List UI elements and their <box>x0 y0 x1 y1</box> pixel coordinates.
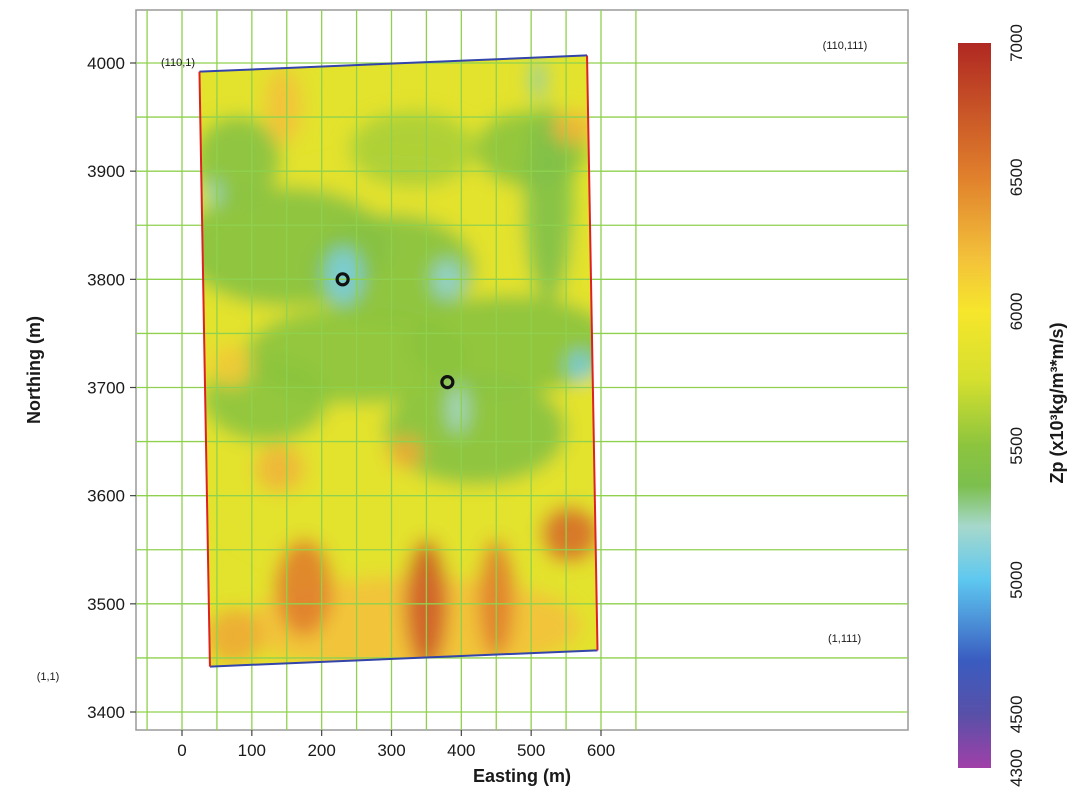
y-tick-label: 3900 <box>87 162 125 181</box>
colorbar-label: Zp (x10³kg/m³*m/s) <box>1047 322 1067 483</box>
heatmap-region-27 <box>210 344 252 388</box>
y-tick-label: 3500 <box>87 595 125 614</box>
heatmap-region-11 <box>325 248 362 305</box>
y-axis-title: Northing (m) <box>24 316 44 424</box>
heatmap-region-23 <box>255 444 305 493</box>
heatmap-region-13 <box>448 385 468 433</box>
x-axis-title: Easting (m) <box>473 766 571 786</box>
well-marker-1 <box>335 272 350 287</box>
y-axis-ticks: 3400 3500 3600 3700 3800 3900 4000 <box>87 54 136 722</box>
colorbar-tick-label: 4500 <box>1007 695 1026 733</box>
outline-bottom-edge <box>209 649 598 668</box>
heatmap-region-24 <box>388 436 423 469</box>
y-tick-label: 3400 <box>87 703 125 722</box>
corner-label: (110,1) <box>161 57 195 69</box>
outline-left-edge <box>198 71 211 667</box>
heatmap-region-18 <box>276 538 333 637</box>
x-axis-ticks: 0 100 200 300 400 500 600 <box>177 730 615 760</box>
colorbar-tick-label: 5500 <box>1007 427 1026 465</box>
colorbar-tick-label: 6500 <box>1007 158 1026 196</box>
x-tick-label: 0 <box>177 741 186 760</box>
heatmap-region-25 <box>265 68 301 145</box>
heatmap-region-7 <box>349 111 476 188</box>
wells-layer <box>335 272 455 390</box>
outline-top-edge <box>199 54 588 73</box>
corner-label: (1,111) <box>828 633 861 645</box>
y-tick-label: 3800 <box>87 270 125 289</box>
y-tick-label: 3600 <box>87 487 125 506</box>
heatmap-region-22 <box>206 609 263 664</box>
x-tick-label: 600 <box>587 741 615 760</box>
colorbar: 4300 4500 5000 5500 6000 6500 7000 <box>958 24 1026 787</box>
colorbar-tick-label: 4300 <box>1007 749 1026 787</box>
y-tick-label: 3700 <box>87 379 125 398</box>
y-tick-label: 4000 <box>87 54 125 73</box>
heatmap-region-10 <box>524 106 573 301</box>
heatmap-region-14 <box>567 350 593 381</box>
outline-right-edge <box>586 55 599 651</box>
colorbar-tick-label: 6000 <box>1007 293 1026 331</box>
well-marker-2 <box>440 374 455 390</box>
x-tick-label: 500 <box>517 741 545 760</box>
heatmap-region-21 <box>541 506 598 561</box>
x-tick-label: 400 <box>447 741 475 760</box>
x-tick-label: 200 <box>307 741 335 760</box>
grid-layer <box>136 10 908 730</box>
heatmap-region-15 <box>206 179 221 206</box>
x-tick-label: 100 <box>238 741 266 760</box>
corner-label: (1,1) <box>37 671 60 683</box>
colorbar-gradient <box>958 43 991 768</box>
corner-label: (110,111) <box>823 40 868 52</box>
heatmap-region-4 <box>384 376 567 485</box>
colorbar-tick-label: 7000 <box>1007 24 1026 62</box>
x-tick-label: 300 <box>377 741 405 760</box>
survey-outline <box>198 54 599 668</box>
heatmap-region-26 <box>552 111 594 145</box>
corner-labels: (1,1) (1,111) (110,111) (110,1) <box>37 40 868 683</box>
heatmap-region-16 <box>529 57 547 101</box>
colorbar-tick-label: 5000 <box>1007 561 1026 599</box>
